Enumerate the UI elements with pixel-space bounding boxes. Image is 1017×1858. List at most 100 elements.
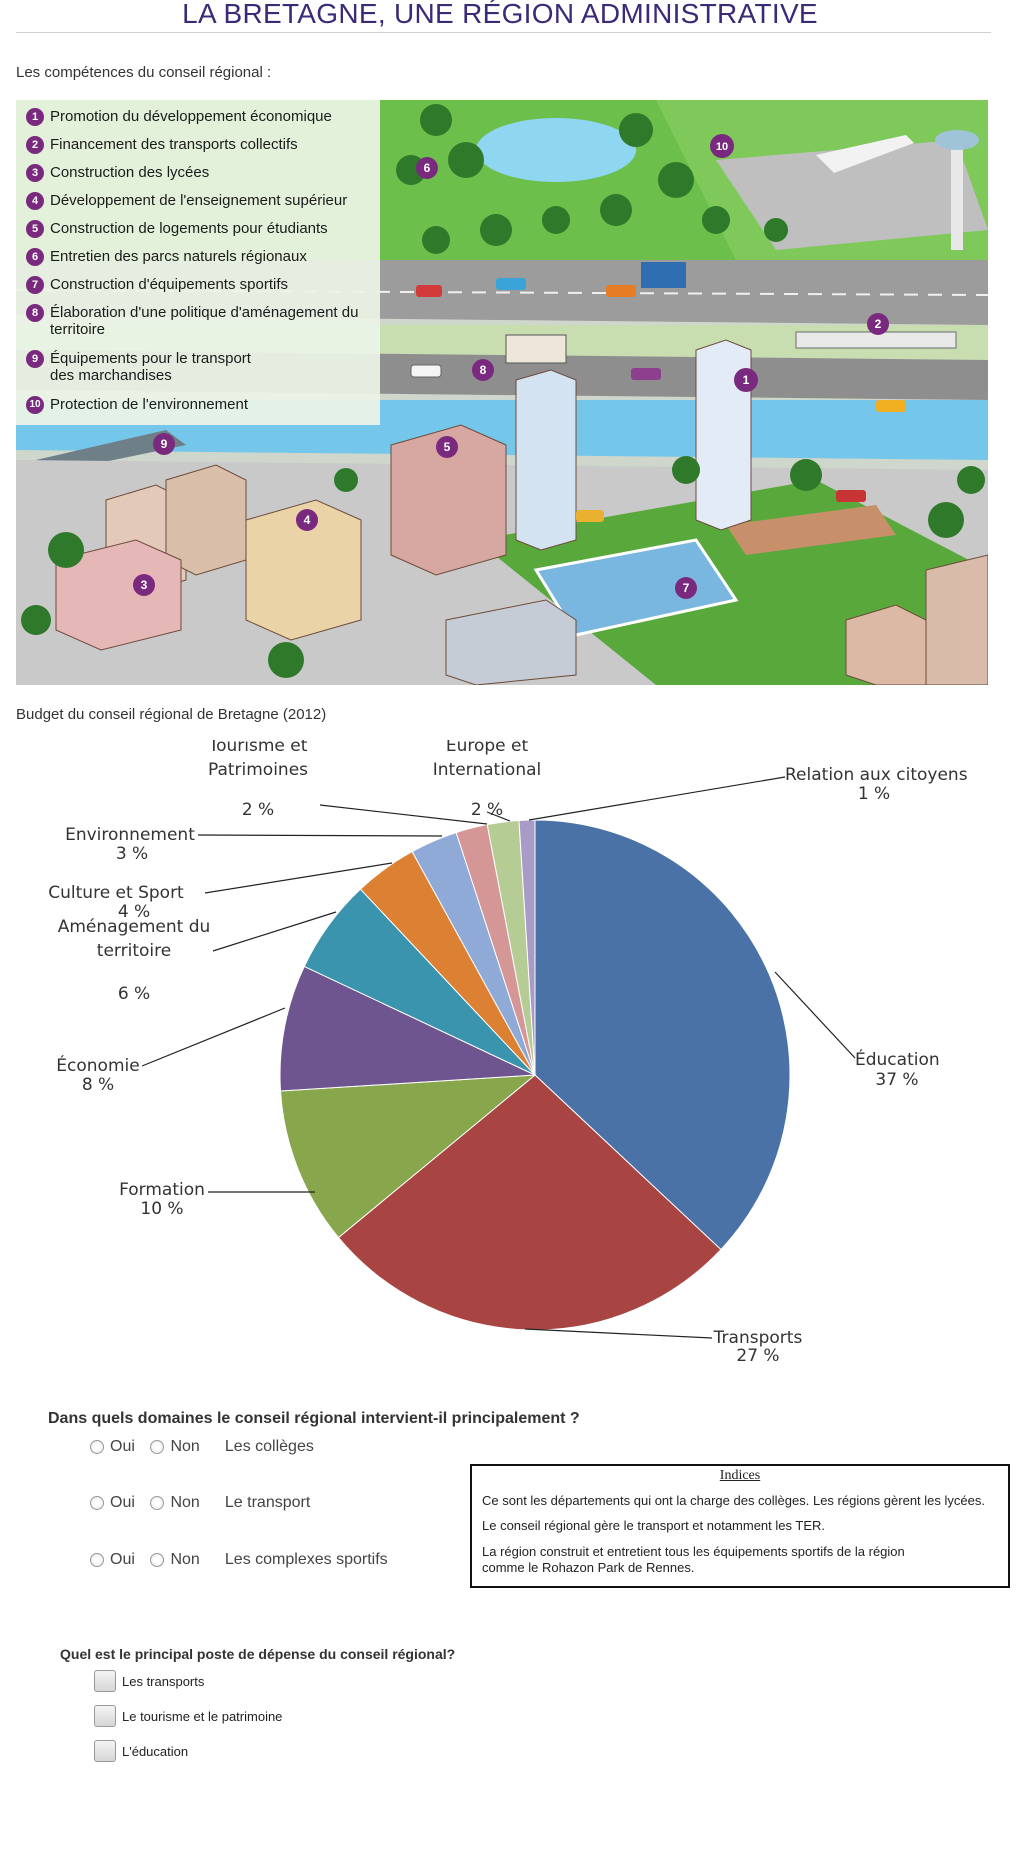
leader-line-10 bbox=[528, 776, 786, 821]
non-label: Non bbox=[170, 1438, 200, 1455]
slice-percent-8: 2 % bbox=[242, 800, 274, 820]
question1-title: Dans quels domaines le conseil régional … bbox=[48, 1410, 580, 1427]
slice-label-9: Europe et International bbox=[433, 740, 542, 780]
slice-percent-7: 3 % bbox=[116, 844, 148, 864]
row-label: Les collèges bbox=[224, 1438, 314, 1455]
pie-slice-2 bbox=[337, 1074, 722, 1331]
leader-line-1 bbox=[774, 971, 856, 1059]
leader-line-4 bbox=[141, 1007, 286, 1067]
legend-item-label: Élaboration d'une politique d'aménagemen… bbox=[50, 304, 359, 338]
hint-colleges: Ce sont les départements qui ont la char… bbox=[482, 1493, 985, 1508]
question1-row-sports: Oui Non Les complexes sportifs bbox=[90, 1551, 388, 1573]
legend-number-badge: 1 bbox=[26, 108, 44, 126]
legend-item-2: 2 Financement des transports collectifs bbox=[26, 136, 298, 154]
legend-item-label: Protection de l'environnement bbox=[50, 396, 248, 413]
legend-number-badge: 3 bbox=[26, 164, 44, 182]
slice-label-6: Culture et Sport bbox=[48, 883, 184, 903]
question2-option-education: L'éducation bbox=[94, 1740, 188, 1764]
legend-item-4: 4 Développement de l'enseignement supérie… bbox=[26, 192, 347, 210]
oui-radio[interactable] bbox=[90, 1496, 104, 1510]
budget-caption: Budget du conseil régional de Bretagne (… bbox=[16, 706, 327, 723]
legend-item-label: Entretien des parcs naturels régionaux bbox=[50, 248, 307, 265]
scene-marker-5: 5 bbox=[444, 440, 451, 454]
oui-label: Oui bbox=[110, 1551, 135, 1568]
question2-title: Quel est le principal poste de dépense d… bbox=[60, 1646, 456, 1662]
legend-item-label: Promotion du développement économique bbox=[50, 108, 332, 125]
legend-number-badge: 8 bbox=[26, 304, 44, 322]
scene-marker-3: 3 bbox=[141, 578, 148, 592]
leader-line-6 bbox=[204, 862, 393, 894]
slice-label-8: Tourisme et Patrimoines bbox=[208, 740, 309, 780]
scene-marker-8: 8 bbox=[480, 363, 487, 377]
budget-pie-chart: Éducation 37 % Transports 27 % Formation 10 %… bbox=[0, 736, 1017, 1380]
option-checkbox[interactable] bbox=[94, 1705, 116, 1727]
legend-number-badge: 5 bbox=[26, 220, 44, 238]
legend-number-badge: 2 bbox=[26, 136, 44, 154]
slice-percent-5: 6 % bbox=[118, 984, 150, 1004]
option-checkbox[interactable] bbox=[94, 1740, 116, 1762]
pie-slice-1 bbox=[534, 819, 791, 1251]
option-label: L'éducation bbox=[122, 1743, 189, 1759]
leader-line-2 bbox=[524, 1328, 713, 1339]
scene-marker-9: 9 bbox=[161, 437, 168, 451]
option-checkbox[interactable] bbox=[94, 1670, 116, 1692]
scene-marker-7: 7 bbox=[683, 581, 690, 595]
question2-option-transports: Les transports bbox=[94, 1670, 204, 1694]
row-label: Le transport bbox=[224, 1494, 311, 1511]
title-divider bbox=[16, 32, 991, 33]
legend-number-badge: 4 bbox=[26, 192, 44, 210]
non-label: Non bbox=[170, 1551, 200, 1568]
legend-number-badge: 6 bbox=[26, 248, 44, 266]
legend-number-badge: 9 bbox=[26, 350, 44, 368]
legend-item-7: 7 Construction d'équipements sportifs bbox=[26, 276, 288, 294]
competences-caption: Les compétences du conseil régional : bbox=[16, 64, 272, 81]
scene-marker-10: 10 bbox=[716, 141, 728, 153]
option-label: Le tourisme et le patrimoine bbox=[122, 1708, 283, 1724]
oui-label: Oui bbox=[110, 1438, 135, 1455]
option-label: Les transports bbox=[122, 1673, 205, 1689]
oui-radio[interactable] bbox=[90, 1553, 104, 1567]
scene-marker-1: 1 bbox=[743, 373, 750, 387]
slice-label-3: Formation bbox=[119, 1180, 205, 1200]
legend-item-1: 1 Promotion du développement économique bbox=[26, 108, 332, 126]
scene-marker-2: 2 bbox=[875, 317, 882, 331]
hint-sports: La région construit et entretient tous l… bbox=[482, 1544, 905, 1575]
slice-label-2: Transports bbox=[713, 1328, 803, 1348]
leader-line-9 bbox=[486, 811, 511, 822]
page-title: LA BRETAGNE, UNE RÉGION ADMINISTRATIVE bbox=[182, 0, 818, 29]
legend-item-5: 5 Construction de logements pour étudiant… bbox=[26, 220, 328, 238]
legend-number-badge: 7 bbox=[26, 276, 44, 294]
pie-slice-10 bbox=[518, 819, 536, 1076]
legend-item-label: Construction des lycées bbox=[50, 164, 210, 181]
pie-slice-3 bbox=[279, 1074, 537, 1239]
slice-label-7: Environnement bbox=[65, 825, 195, 845]
slice-label-10: Relation aux citoyens bbox=[785, 765, 968, 785]
oui-radio[interactable] bbox=[90, 1440, 104, 1454]
legend-item-label: Développement de l'enseignement supérieu… bbox=[50, 192, 348, 209]
legend-item-9: 9 Équipements pour le transport des march… bbox=[26, 350, 270, 384]
scene-marker-6: 6 bbox=[424, 161, 431, 175]
question1-row-colleges: Oui Non Les collèges bbox=[90, 1438, 314, 1460]
question1-row-transport: Oui Non Le transport bbox=[90, 1494, 310, 1516]
slice-label-4: Économie bbox=[56, 1054, 139, 1076]
leader-line-7 bbox=[197, 834, 443, 837]
hints-title: Indices bbox=[719, 1468, 761, 1483]
legend-item-10: 10 Protection de l'environnement bbox=[26, 396, 248, 414]
non-radio[interactable] bbox=[150, 1440, 165, 1454]
legend-item-6: 6 Entretien des parcs naturels régionaux bbox=[26, 248, 307, 266]
slice-percent-9: 2 % bbox=[471, 800, 503, 820]
question2-option-tourisme: Le tourisme et le patrimoine bbox=[94, 1705, 282, 1729]
row-label: Les complexes sportifs bbox=[224, 1551, 388, 1568]
oui-label: Oui bbox=[110, 1494, 135, 1511]
legend-item-8: 8 Élaboration d'une politique d'aménageme… bbox=[26, 304, 366, 338]
legend-item-label: Construction d'équipements sportifs bbox=[50, 276, 288, 293]
scene-marker-4: 4 bbox=[304, 513, 311, 527]
slice-percent-6: 4 % bbox=[118, 902, 150, 922]
non-radio[interactable] bbox=[150, 1496, 165, 1510]
slice-percent-1: 37 % bbox=[875, 1070, 918, 1090]
slice-percent-3: 10 % bbox=[140, 1199, 183, 1219]
competences-legend: 1 Promotion du développement économique 2… bbox=[16, 100, 380, 425]
non-radio[interactable] bbox=[150, 1553, 165, 1567]
hint-transport: Le conseil régional gère le transport et… bbox=[482, 1518, 825, 1533]
slice-percent-10: 1 % bbox=[858, 784, 890, 804]
